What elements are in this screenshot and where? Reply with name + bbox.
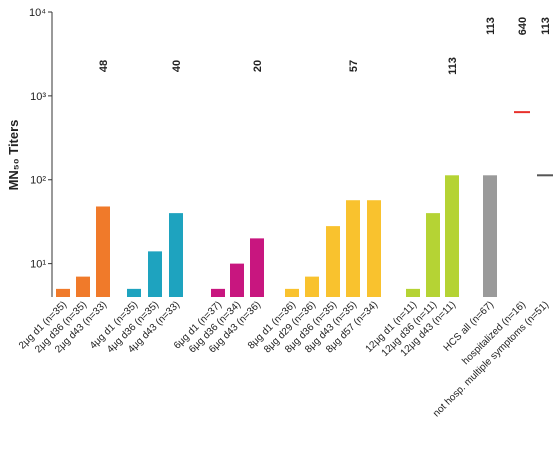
bar bbox=[230, 263, 244, 297]
value-label: 113 bbox=[447, 57, 459, 75]
y-axis-label: MN₅₀ Titers bbox=[6, 120, 21, 191]
x-tick-label: not hosp. multiple symptoms (n=51) bbox=[431, 299, 551, 419]
y-tick-label: 10⁴ bbox=[29, 7, 46, 19]
value-label: 113 bbox=[540, 17, 552, 35]
value-label: 20 bbox=[252, 60, 264, 72]
value-label: 40 bbox=[171, 60, 183, 72]
bar bbox=[305, 276, 319, 297]
bar bbox=[285, 288, 299, 297]
bar bbox=[367, 200, 381, 297]
value-label: 57 bbox=[348, 60, 360, 72]
value-label: 113 bbox=[485, 17, 497, 35]
bar bbox=[76, 276, 90, 297]
bar bbox=[169, 213, 183, 297]
bar bbox=[148, 251, 162, 297]
bar bbox=[426, 213, 440, 297]
bar bbox=[56, 288, 70, 297]
bar bbox=[406, 288, 420, 297]
value-label: 640 bbox=[517, 17, 529, 35]
bar bbox=[326, 226, 340, 297]
value-label: 48 bbox=[98, 60, 110, 72]
bar bbox=[96, 206, 110, 297]
y-tick-label: 10¹ bbox=[30, 259, 46, 271]
bar bbox=[346, 200, 360, 297]
bar bbox=[211, 288, 225, 297]
bar bbox=[445, 175, 459, 297]
y-tick-label: 10² bbox=[30, 175, 46, 187]
bar bbox=[127, 288, 141, 297]
bar bbox=[250, 238, 264, 297]
y-tick-label: 10³ bbox=[30, 91, 46, 103]
bar bbox=[483, 175, 497, 297]
